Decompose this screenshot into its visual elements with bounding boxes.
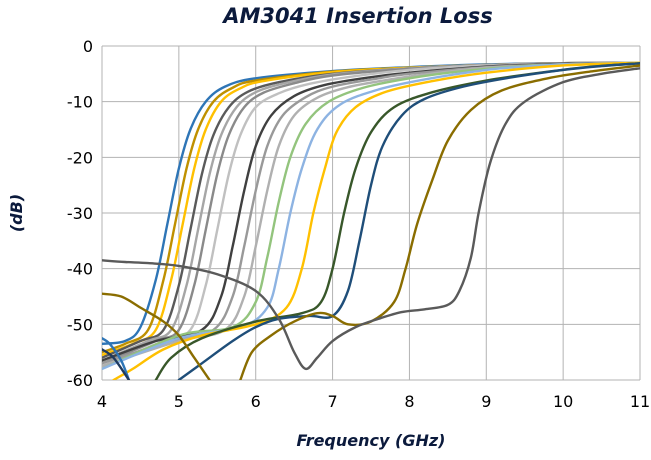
x-tick-label: 9 xyxy=(481,392,491,411)
series-line-4 xyxy=(102,61,640,359)
series-line-10 xyxy=(102,61,640,368)
x-axis-ticks: 4 5 6 7 8 9 10 11 xyxy=(97,392,650,411)
series-line-3 xyxy=(102,61,640,357)
series-line-15 xyxy=(177,62,640,380)
x-tick-label: 6 xyxy=(251,392,261,411)
series-line-2 xyxy=(102,61,640,354)
series-line-8 xyxy=(102,61,640,362)
x-axis-title: Frequency (GHz) xyxy=(297,431,446,450)
series-line-7 xyxy=(102,61,640,368)
x-tick-label: 7 xyxy=(327,392,337,411)
chart-title: AM3041 Insertion Loss xyxy=(221,4,493,28)
y-tick-label: -40 xyxy=(67,260,93,279)
x-tick-label: 8 xyxy=(404,392,414,411)
x-tick-label: 4 xyxy=(97,392,107,411)
series-line-19 xyxy=(102,337,131,380)
y-axis-title: (dB) xyxy=(7,194,26,232)
series-line-5 xyxy=(102,61,640,362)
y-tick-label: -50 xyxy=(67,315,93,334)
series-line-14 xyxy=(154,62,640,380)
series-line-18 xyxy=(102,292,211,380)
y-axis-ticks: 0 -10 -20 -30 -40 -50 -60 xyxy=(67,37,93,390)
series-line-17 xyxy=(102,67,640,371)
gridlines xyxy=(101,45,641,381)
y-tick-label: 0 xyxy=(83,37,93,56)
x-tick-label: 11 xyxy=(630,392,650,411)
y-tick-label: -60 xyxy=(67,371,93,390)
x-tick-label: 10 xyxy=(553,392,573,411)
series-line-20 xyxy=(102,348,131,380)
y-tick-label: -30 xyxy=(67,204,93,223)
y-tick-label: -20 xyxy=(67,148,93,167)
y-tick-label: -10 xyxy=(67,93,93,112)
x-tick-label: 5 xyxy=(174,392,184,411)
plot-area xyxy=(102,61,640,380)
series-line-16 xyxy=(239,64,640,380)
